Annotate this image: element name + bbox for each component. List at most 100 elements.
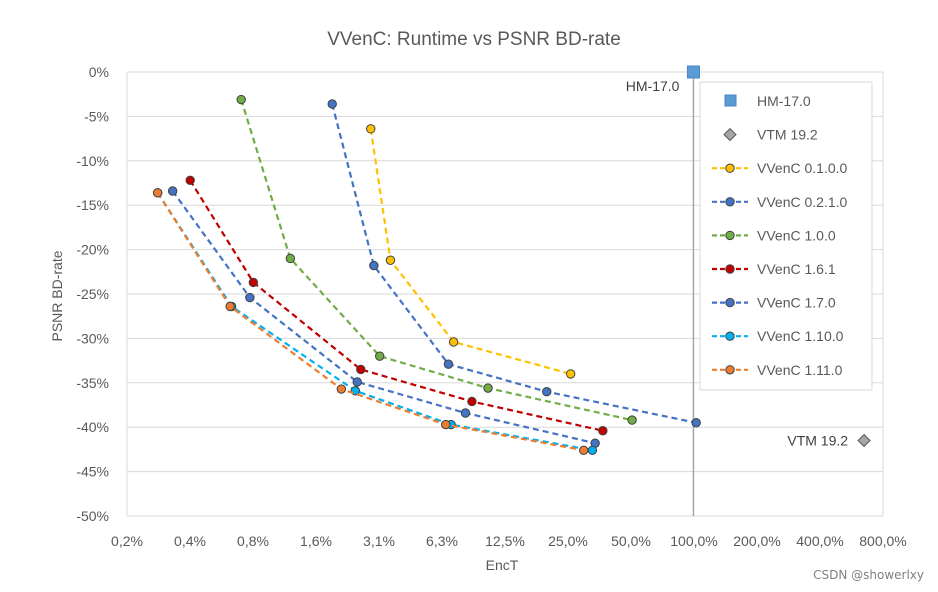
data-point [366,124,376,134]
chart-title: VVenC: Runtime vs PSNR BD-rate [327,29,621,50]
series-vvenc-0-2-1-0 [327,99,701,428]
annotation-hm: HM-17.0 [626,78,680,94]
y-tick-label: -25% [76,286,109,302]
y-tick-label: -5% [84,108,109,124]
legend-label: VVenC 1.0.0 [757,227,836,243]
data-point [385,255,396,265]
data-point [185,175,195,186]
y-axis-ticks: 0% -5% -10% -15% -20% -25% -30% -35% -40% -45% -50… [76,64,109,524]
data-point [152,188,163,198]
legend-marker [723,127,737,142]
legend-label: VVenC 1.10.0 [757,328,844,344]
data-point [598,426,608,436]
data-point [443,359,454,369]
data-point [369,260,379,271]
data-point [441,419,451,430]
data-point [285,253,296,264]
y-tick-label: -30% [76,330,109,346]
x-tick-label: 12,5% [485,533,525,549]
legend-marker [725,264,735,274]
data-point [248,277,259,288]
legend-label: VVenC 1.11.0 [757,362,843,378]
x-tick-label: 50,0% [611,533,651,549]
data-point [460,408,471,418]
series-vvenc-1-6-1 [185,175,608,436]
legend-marker [724,94,737,107]
data-point [565,369,576,379]
series-vvenc-0-1-0-0 [366,124,576,379]
legend-marker [725,163,735,173]
series-line [171,190,596,445]
y-axis-label: PSNR BD-rate [49,250,65,341]
x-tick-label: 6,3% [426,533,458,549]
data-point [579,445,589,455]
x-tick-label: 0,2% [111,533,143,549]
legend-item: VTM 19.2 [723,127,818,143]
legend-item: VVenC 1.11.0 [712,362,843,378]
y-tick-label: -35% [76,375,109,391]
legend-label: VTM 19.2 [757,127,818,143]
series-vtm-19-2 [857,433,871,448]
x-tick-label: 800,0% [859,533,906,549]
data-point [691,418,701,428]
series-line [331,103,697,424]
chart-series [152,65,871,455]
x-tick-label: 0,8% [237,533,269,549]
legend-item: VVenC 0.1.0.0 [712,160,848,176]
x-tick-label: 100,0% [670,533,717,549]
series-vvenc-1-7-0 [167,186,600,448]
data-point [236,94,246,105]
data-point [448,337,459,347]
x-tick-label: 200,0% [733,533,780,549]
legend-label: VVenC 1.6.1 [757,261,836,277]
y-tick-label: 0% [89,64,109,80]
legend-item: HM-17.0 [724,93,811,109]
legend-item: VVenC 1.10.0 [712,328,844,344]
series-vvenc-1-11-0 [152,188,589,455]
data-point [336,384,347,394]
data-point [356,364,366,375]
legend-marker [725,297,735,308]
data-point [167,186,178,196]
legend-label: VVenC 1.7.0 [757,295,836,311]
legend-label: HM-17.0 [757,93,811,109]
series-line [369,128,571,375]
legend-marker [725,365,735,375]
y-tick-label: -45% [76,464,109,480]
chart-annotations: HM-17.0 VTM 19.2 [626,78,849,449]
x-tick-label: 25,0% [548,533,588,549]
chart-grid [126,71,884,517]
data-point [225,301,235,312]
chart-legend: HM-17.0 VTM 19.2 VVenC 0.1.0.0 VVenC 0.2.1.… [699,81,873,391]
data-point [327,99,337,109]
x-tick-label: 1,6% [300,533,332,549]
watermark: CSDN @showerlxy [813,568,924,582]
series-hm-17-0 [686,65,700,79]
y-tick-label: -15% [76,197,109,213]
data-point [375,351,385,361]
legend-marker [725,230,735,241]
data-point [587,445,598,455]
legend-item: VVenC 1.7.0 [712,295,836,311]
series-line [189,179,604,432]
y-tick-label: -10% [76,153,109,169]
y-tick-label: -40% [76,419,109,435]
data-point [686,65,700,79]
data-point [467,396,477,407]
data-point [627,415,637,425]
x-axis-label: EncT [486,557,519,573]
x-tick-label: 0,4% [174,533,206,549]
legend-marker [725,331,735,341]
data-point [352,377,362,387]
legend-label: VVenC 0.2.1.0 [757,194,848,210]
legend-item: VVenC 1.0.0 [712,227,836,243]
legend-marker [725,197,735,207]
data-point [245,292,255,303]
y-tick-label: -20% [76,242,109,258]
data-point [542,386,552,397]
legend-item: VVenC 1.6.1 [712,261,836,277]
annotation-vtm: VTM 19.2 [787,433,848,449]
data-point [857,433,871,448]
series-line [240,99,633,422]
